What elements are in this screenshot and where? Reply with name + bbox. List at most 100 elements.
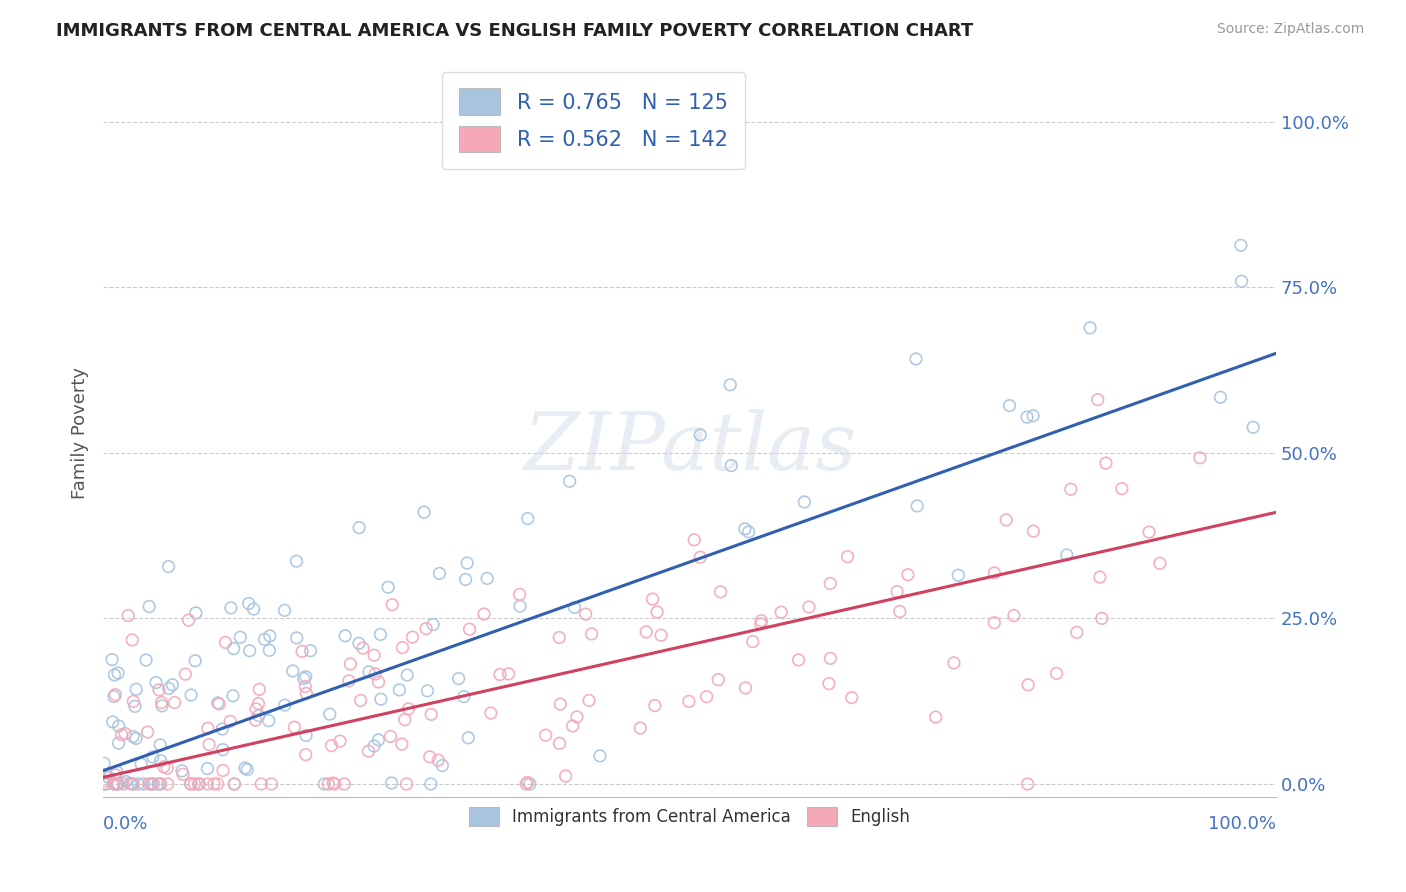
Point (453, 690, 475, 704)
Point (224, 777, 246, 791)
Point (104, 688, 127, 702)
Point (107, 666, 129, 681)
Point (1230, 274, 1253, 288)
Point (202, 777, 225, 791)
Point (208, 697, 231, 711)
Point (150, 696, 173, 710)
Point (472, 607, 495, 621)
Point (295, 686, 318, 700)
Point (578, 693, 600, 707)
Point (454, 573, 477, 587)
Point (489, 667, 512, 681)
Point (285, 554, 308, 568)
Point (357, 665, 380, 679)
Point (207, 777, 229, 791)
Point (195, 777, 218, 791)
Point (1230, 238, 1253, 252)
Point (141, 777, 163, 791)
Point (294, 670, 316, 684)
Point (101, 652, 124, 666)
Point (198, 738, 221, 752)
Point (1078, 321, 1101, 335)
Point (149, 738, 172, 752)
Point (548, 631, 571, 645)
Point (222, 689, 245, 703)
Point (121, 777, 143, 791)
Point (245, 702, 267, 716)
Point (394, 713, 416, 727)
Point (793, 495, 815, 509)
Point (422, 617, 444, 632)
Point (120, 777, 142, 791)
Point (381, 598, 404, 612)
Point (120, 776, 142, 790)
Point (247, 697, 270, 711)
Point (447, 672, 470, 686)
Point (589, 748, 612, 763)
Point (250, 777, 273, 791)
Point (93, 777, 115, 791)
Point (253, 632, 276, 647)
Point (107, 777, 129, 791)
Point (388, 682, 411, 697)
Point (187, 777, 209, 791)
Point (321, 739, 343, 753)
Point (509, 587, 531, 601)
Point (124, 699, 146, 714)
Point (224, 777, 246, 791)
Point (357, 744, 380, 758)
Point (197, 762, 219, 776)
Point (948, 568, 970, 582)
Point (107, 736, 129, 750)
Point (749, 616, 772, 631)
Point (1017, 678, 1039, 692)
Point (1002, 608, 1025, 623)
Point (841, 690, 863, 705)
Point (818, 676, 841, 690)
Legend: Immigrants from Central America, English: Immigrants from Central America, English (463, 800, 917, 832)
Point (352, 641, 374, 656)
Point (380, 730, 402, 744)
Point (121, 632, 143, 647)
Point (770, 605, 793, 619)
Text: ZIPatlas: ZIPatlas (523, 409, 856, 486)
Point (339, 657, 361, 671)
Point (145, 675, 167, 690)
Point (905, 499, 928, 513)
Point (479, 706, 502, 720)
Point (1241, 420, 1264, 434)
Point (93, 756, 115, 771)
Point (516, 775, 538, 789)
Point (415, 622, 437, 636)
Point (319, 707, 342, 722)
Point (516, 511, 538, 525)
Point (132, 777, 155, 791)
Point (401, 630, 423, 644)
Point (636, 624, 658, 639)
Point (295, 728, 318, 742)
Point (689, 550, 711, 565)
Point (122, 694, 145, 708)
Point (152, 760, 174, 774)
Point (299, 644, 322, 658)
Point (797, 599, 820, 614)
Point (370, 692, 392, 706)
Point (125, 731, 148, 746)
Point (211, 722, 233, 736)
Point (157, 681, 180, 696)
Point (565, 710, 588, 724)
Point (183, 777, 205, 791)
Point (787, 653, 810, 667)
Point (820, 651, 842, 665)
Point (238, 597, 260, 611)
Point (381, 776, 404, 790)
Point (259, 629, 281, 643)
Point (419, 750, 441, 764)
Point (172, 767, 194, 781)
Point (212, 764, 235, 778)
Point (314, 777, 336, 791)
Point (1060, 483, 1083, 497)
Point (548, 736, 571, 750)
Point (515, 777, 537, 791)
Point (316, 777, 339, 791)
